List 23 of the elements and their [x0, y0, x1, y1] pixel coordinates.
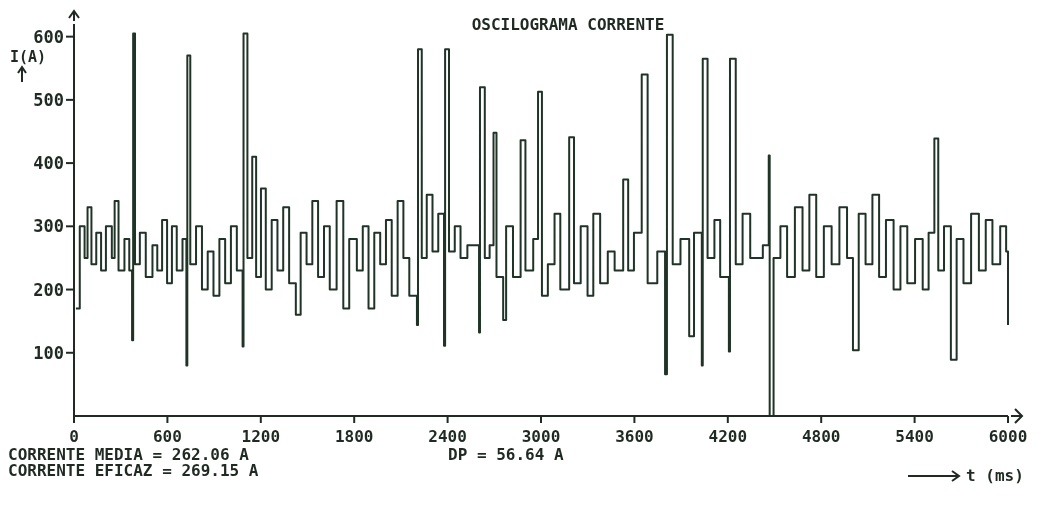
- y-tick-label: 500: [33, 89, 64, 110]
- x-tick-label: 2400: [428, 427, 467, 446]
- x-tick-label: 600: [152, 427, 182, 446]
- text: CORRENTE MEDIA = 262.06 A: [8, 445, 250, 464]
- y-tick-label: 100: [33, 342, 64, 363]
- x-tick-label: 6000: [988, 427, 1028, 446]
- y-tick-label: 300: [33, 216, 64, 237]
- x-tick-label: 4200: [708, 427, 748, 446]
- x-tick-label: 5400: [895, 427, 934, 446]
- x-tick-label: 3000: [521, 427, 561, 446]
- y-tick-label: 600: [33, 26, 64, 47]
- x-axis-title: t (ms): [966, 466, 1024, 485]
- x-tick-label: 3600: [615, 427, 654, 446]
- y-tick-label: 400: [33, 153, 64, 174]
- x-tick-label: 1200: [241, 427, 281, 446]
- x-tick-label: 1800: [334, 427, 374, 446]
- x-tick-label: 0: [69, 427, 79, 446]
- chart-title: OSCILOGRAMA CORRENTE: [471, 15, 665, 34]
- text: CORRENTE EFICAZ = 269.15 A: [8, 461, 259, 480]
- y-axis-title: I(A): [10, 48, 47, 66]
- x-tick-label: 4800: [801, 427, 841, 446]
- y-tick-label: 200: [33, 279, 64, 300]
- text: DP = 56.64 A: [448, 445, 564, 464]
